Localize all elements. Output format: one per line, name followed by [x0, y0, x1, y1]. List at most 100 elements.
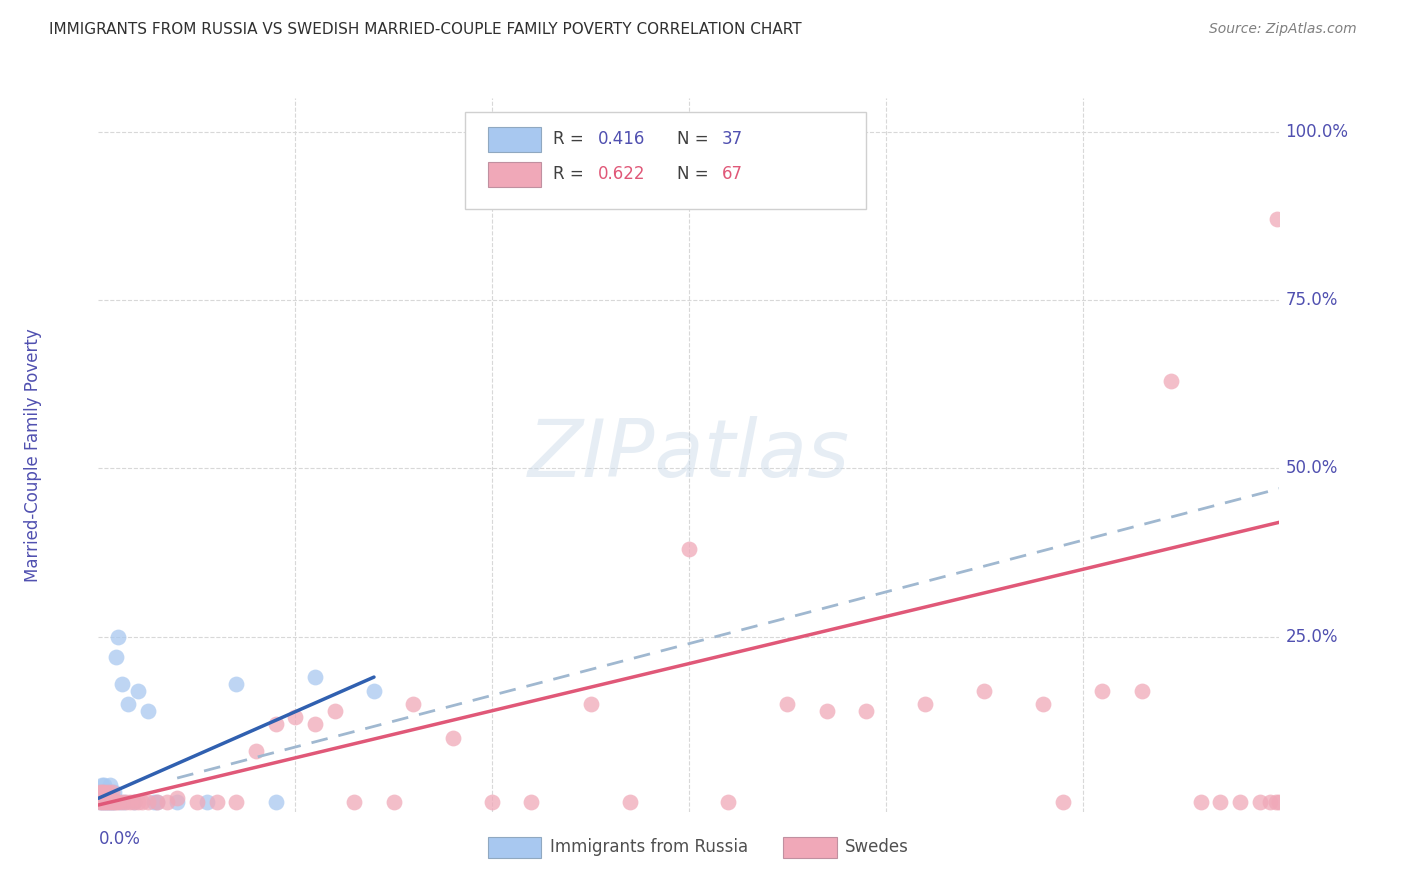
- Point: [89, 795, 111, 809]
- Text: Source: ZipAtlas.com: Source: ZipAtlas.com: [1209, 22, 1357, 37]
- Point: [91, 784, 114, 798]
- Point: [131, 795, 153, 809]
- Point: [619, 795, 641, 809]
- Text: ZIPatlas: ZIPatlas: [527, 416, 851, 494]
- Point: [93, 791, 115, 805]
- Point: [304, 670, 326, 684]
- Point: [304, 717, 326, 731]
- Bar: [488, 127, 541, 152]
- Point: [973, 683, 995, 698]
- Point: [91, 784, 114, 798]
- Point: [1189, 795, 1212, 809]
- Point: [363, 683, 385, 698]
- Point: [101, 795, 124, 809]
- Point: [115, 795, 138, 809]
- Bar: [488, 837, 541, 858]
- Point: [166, 795, 188, 809]
- Point: [579, 697, 602, 711]
- Point: [441, 731, 464, 745]
- Point: [105, 649, 128, 664]
- Point: [89, 784, 111, 798]
- Text: 50.0%: 50.0%: [1285, 459, 1337, 477]
- Point: [98, 795, 121, 809]
- Point: [103, 784, 125, 798]
- Point: [195, 795, 218, 809]
- Text: R =: R =: [553, 166, 589, 184]
- Point: [156, 795, 179, 809]
- Point: [264, 795, 287, 809]
- Text: 0.622: 0.622: [598, 166, 645, 184]
- Point: [284, 710, 307, 724]
- Point: [93, 795, 115, 809]
- Point: [97, 791, 120, 805]
- Point: [101, 791, 124, 805]
- Point: [93, 784, 115, 798]
- Point: [717, 795, 740, 809]
- Text: 0.0%: 0.0%: [98, 830, 141, 847]
- Point: [815, 704, 838, 718]
- Point: [166, 791, 188, 805]
- Text: 67: 67: [723, 166, 742, 184]
- Bar: [783, 837, 837, 858]
- Point: [264, 717, 287, 731]
- Point: [96, 795, 118, 809]
- Point: [98, 795, 121, 809]
- Point: [136, 795, 159, 809]
- Point: [1130, 683, 1153, 698]
- Point: [402, 697, 425, 711]
- Point: [122, 795, 145, 809]
- Point: [382, 795, 405, 809]
- Point: [225, 795, 247, 809]
- Point: [91, 778, 114, 792]
- Point: [97, 795, 120, 809]
- Text: 37: 37: [723, 130, 744, 148]
- Point: [323, 704, 346, 718]
- Text: Swedes: Swedes: [845, 838, 908, 856]
- Point: [97, 795, 120, 809]
- Point: [1258, 795, 1281, 809]
- Point: [96, 791, 118, 805]
- Point: [1249, 795, 1271, 809]
- Point: [1032, 697, 1054, 711]
- Text: 75.0%: 75.0%: [1285, 291, 1337, 310]
- Point: [245, 744, 267, 758]
- Text: IMMIGRANTS FROM RUSSIA VS SWEDISH MARRIED-COUPLE FAMILY POVERTY CORRELATION CHAR: IMMIGRANTS FROM RUSSIA VS SWEDISH MARRIE…: [49, 22, 801, 37]
- Point: [776, 697, 799, 711]
- Point: [91, 795, 114, 809]
- Point: [136, 704, 159, 718]
- FancyBboxPatch shape: [464, 112, 866, 209]
- Point: [111, 677, 134, 691]
- Text: Immigrants from Russia: Immigrants from Russia: [550, 838, 748, 856]
- Text: 25.0%: 25.0%: [1285, 628, 1339, 646]
- Point: [93, 795, 115, 809]
- Point: [855, 704, 877, 718]
- Point: [520, 795, 543, 809]
- Point: [98, 791, 121, 805]
- Point: [103, 795, 125, 809]
- Point: [96, 791, 118, 805]
- Point: [127, 795, 149, 809]
- Point: [678, 542, 700, 557]
- Point: [101, 795, 124, 809]
- Point: [103, 795, 125, 809]
- Point: [108, 795, 131, 809]
- Bar: [488, 162, 541, 187]
- Text: N =: N =: [678, 166, 714, 184]
- Point: [107, 795, 129, 809]
- Point: [96, 795, 118, 809]
- Point: [91, 795, 114, 809]
- Point: [186, 795, 208, 809]
- Point: [107, 630, 129, 644]
- Text: Married-Couple Family Poverty: Married-Couple Family Poverty: [24, 328, 42, 582]
- Text: 100.0%: 100.0%: [1285, 123, 1348, 141]
- Point: [1268, 795, 1291, 809]
- Point: [97, 784, 120, 798]
- Point: [91, 791, 114, 805]
- Point: [89, 791, 111, 805]
- Point: [914, 697, 936, 711]
- Point: [98, 778, 121, 792]
- Point: [225, 677, 247, 691]
- Point: [1264, 795, 1286, 809]
- Point: [112, 795, 135, 809]
- Point: [343, 795, 366, 809]
